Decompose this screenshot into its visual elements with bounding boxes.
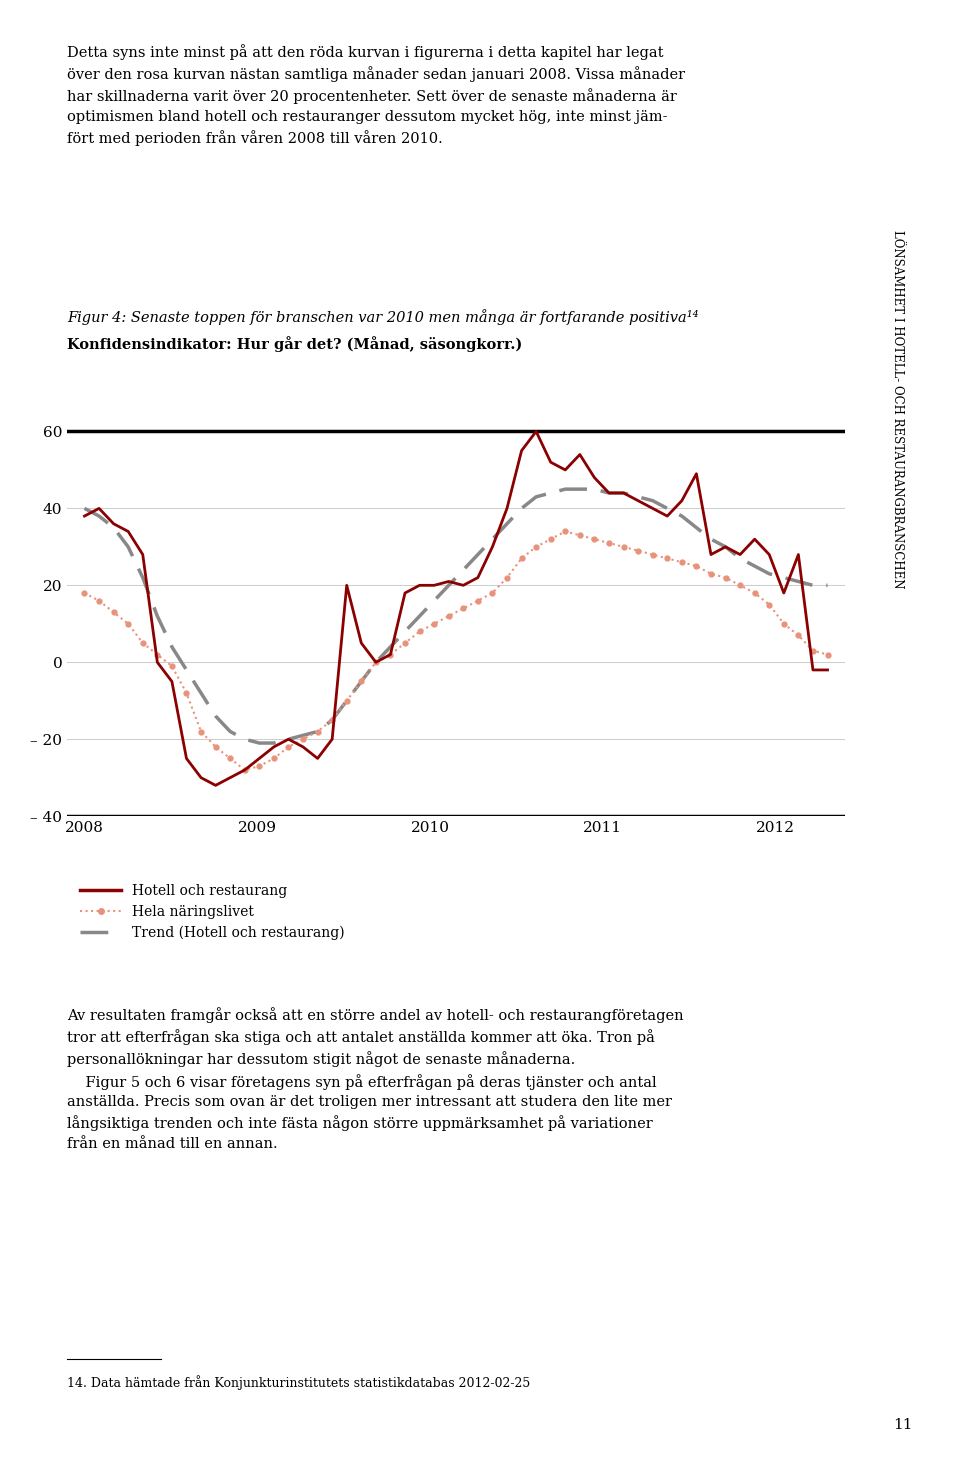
Text: Konfidensindikator: Hur går det? (Månad, säsongkorr.): Konfidensindikator: Hur går det? (Månad,… (67, 336, 522, 352)
Text: LÖNSAMHET I HOTELL- OCH RESTAURANGBRANSCHEN: LÖNSAMHET I HOTELL- OCH RESTAURANGBRANSC… (891, 229, 904, 589)
Text: Av resultaten framgår också att en större andel av hotell- och restaurangföretag: Av resultaten framgår också att en störr… (67, 1007, 684, 1151)
Legend: Hotell och restaurang, Hela näringslivet, Trend (Hotell och restaurang): Hotell och restaurang, Hela näringslivet… (74, 878, 350, 945)
Text: Detta syns inte minst på att den röda kurvan i figurerna i detta kapitel har leg: Detta syns inte minst på att den röda ku… (67, 44, 685, 146)
Text: Figur 4: Senaste toppen för branschen var 2010 men många är fortfarande positiva: Figur 4: Senaste toppen för branschen va… (67, 308, 699, 324)
Text: 11: 11 (893, 1417, 912, 1432)
Text: 14. Data hämtade från Konjunkturinstitutets statistikdatabas 2012-02-25: 14. Data hämtade från Konjunkturinstitut… (67, 1375, 531, 1389)
